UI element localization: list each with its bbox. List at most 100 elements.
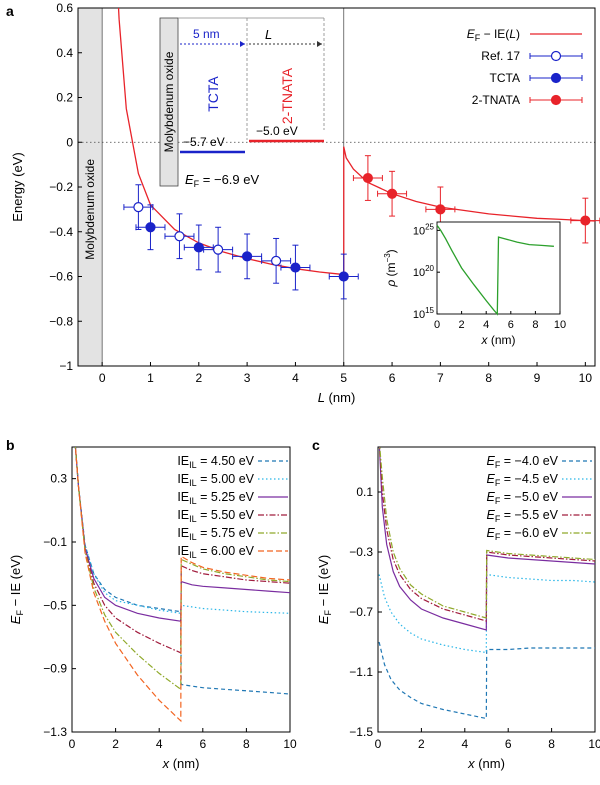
- inset-y-tick-label: 1015: [413, 306, 435, 321]
- inset-y-label: ρ (m−3): [383, 249, 398, 287]
- x-tick-label: 2: [112, 737, 119, 751]
- y-tick-label: 0.2: [56, 91, 73, 105]
- y-tick-label: 0.6: [56, 1, 73, 15]
- x-tick-label: 10: [579, 371, 593, 385]
- y-tick-label: 0: [66, 135, 73, 149]
- series-line: [74, 447, 290, 691]
- scale-arrow-head: [240, 41, 245, 47]
- scale-label: 5 nm: [193, 27, 220, 41]
- series-line: [74, 447, 290, 614]
- y-tick-label: −1: [59, 359, 73, 373]
- y-tick-label: 0.1: [356, 485, 373, 499]
- y-axis-label: EF − IE (eV): [8, 555, 25, 624]
- x-tick-label: 4: [292, 371, 299, 385]
- data-point-ref-17: [213, 244, 224, 255]
- x-tick-label: 0: [375, 737, 382, 751]
- series-line: [74, 447, 290, 723]
- legend-label: IEIL = 4.50 eV: [177, 454, 254, 470]
- l-label: L: [265, 27, 272, 42]
- x-tick-label: 8: [485, 371, 492, 385]
- curves: [74, 447, 290, 723]
- x-tick-label: 8: [548, 737, 555, 751]
- data-point-ref-17: [271, 255, 282, 266]
- density-inset: 0 2 4 6 8 10 1015 1020 1025 x (nm) ρ (m−3): [383, 221, 566, 347]
- series-line: [74, 447, 290, 654]
- ef-annotation: EF = −6.9 eV: [185, 172, 259, 189]
- inset-y-tick-label: 1020: [413, 264, 435, 279]
- inset-x-tick-label: 6: [508, 319, 514, 331]
- y-tick-label: −0.4: [49, 225, 73, 239]
- y-tick-label: −0.9: [43, 662, 67, 676]
- x-tick-label: 3: [244, 371, 251, 385]
- y-tick-label: −1.1: [349, 665, 373, 679]
- legend-label: EF = −5.0 eV: [486, 490, 558, 506]
- legend-label: EF = −4.5 eV: [486, 472, 558, 488]
- x-axis-label: x (nm): [162, 756, 200, 771]
- inset-x-tick-label: 10: [554, 319, 566, 331]
- inset-x-label: x (nm): [481, 333, 516, 347]
- x-tick-label: 10: [588, 737, 600, 751]
- tnata-label: 2-TNATA: [279, 67, 295, 124]
- y-tick-label: −0.5: [43, 598, 67, 612]
- data-point-tcta: [290, 262, 301, 273]
- x-tick-label: 5: [340, 371, 347, 385]
- y-tick-label: 0.4: [56, 46, 73, 60]
- legend-label: EF = −5.5 eV: [486, 508, 558, 524]
- x-tick-label: 10: [283, 737, 297, 751]
- y-tick-label: −0.6: [49, 270, 73, 284]
- y-axis-label: EF − IE (eV): [316, 555, 333, 624]
- panel-a-label: a: [6, 3, 14, 19]
- legend-label: IEIL = 5.25 eV: [177, 490, 254, 506]
- x-tick-label: 7: [437, 371, 444, 385]
- plot-frame: [71, 446, 291, 733]
- molybdenum-oxide-label: Molybdenum oxide: [83, 159, 97, 260]
- fit-curve-2: [343, 146, 595, 222]
- x-axis-label: L (nm): [318, 390, 356, 405]
- legend-marker: [550, 94, 562, 106]
- series-line: [378, 573, 595, 654]
- y-tick-label: −0.1: [43, 535, 67, 549]
- series-line: [379, 447, 595, 619]
- inset-x-tick-label: 2: [459, 319, 465, 331]
- curves: [378, 447, 595, 720]
- series-line: [74, 447, 290, 695]
- legend-label: IEIL = 5.00 eV: [177, 472, 254, 488]
- series-line: [74, 447, 290, 622]
- y-tick-label: −1.3: [43, 725, 67, 739]
- data-point-tcta: [242, 251, 253, 262]
- panel-b: b 0 2 4 6 8 10 0.3 −0.1 −0.5 −0.9 −1.3 x (nm) EF − I…: [6, 437, 297, 771]
- inset-x-tick-label: 4: [483, 319, 489, 331]
- legend-label: TCTA: [490, 71, 520, 85]
- tcta-level-label: −5.7 eV: [183, 135, 225, 149]
- legend-label: EF − IE(L): [467, 27, 520, 43]
- y-tick-label: −1.5: [349, 725, 373, 739]
- inset-x-tick-label: 0: [434, 319, 440, 331]
- panel-b-label: b: [6, 437, 15, 453]
- y-tick-label: −0.3: [349, 545, 373, 559]
- x-tick-label: 2: [195, 371, 202, 385]
- legend-marker: [550, 72, 562, 84]
- x-tick-label: 2: [418, 737, 425, 751]
- x-tick-label: 4: [156, 737, 163, 751]
- diagram-molybdenum-box: [159, 17, 179, 187]
- legend-marker: [550, 50, 562, 62]
- data-point-tcta: [338, 271, 349, 282]
- inset-x-tick-label: 8: [532, 319, 538, 331]
- density-curve: [436, 224, 554, 316]
- energy-diagram: Molybdenum oxide 5 nm L TCTA 2-TNATA −5.7 eV −…: [159, 17, 325, 189]
- x-tick-label: 0: [99, 371, 106, 385]
- y-tick-label: −0.8: [49, 314, 73, 328]
- data-point-2-tnata: [580, 215, 591, 226]
- y-tick-label: −0.2: [49, 180, 73, 194]
- x-tick-label: 6: [199, 737, 206, 751]
- l-arrow-head: [317, 41, 322, 47]
- y-tick-label: 0.3: [50, 472, 67, 486]
- data-point-tcta: [193, 242, 204, 253]
- molybdenum-oxide-region: [78, 8, 103, 366]
- x-tick-label: 4: [461, 737, 468, 751]
- plot-frame: [377, 446, 596, 733]
- legend-label: EF = −6.0 eV: [486, 526, 558, 542]
- x-tick-label: 8: [243, 737, 250, 751]
- data-point-tcta: [145, 222, 156, 233]
- series-line: [378, 641, 595, 720]
